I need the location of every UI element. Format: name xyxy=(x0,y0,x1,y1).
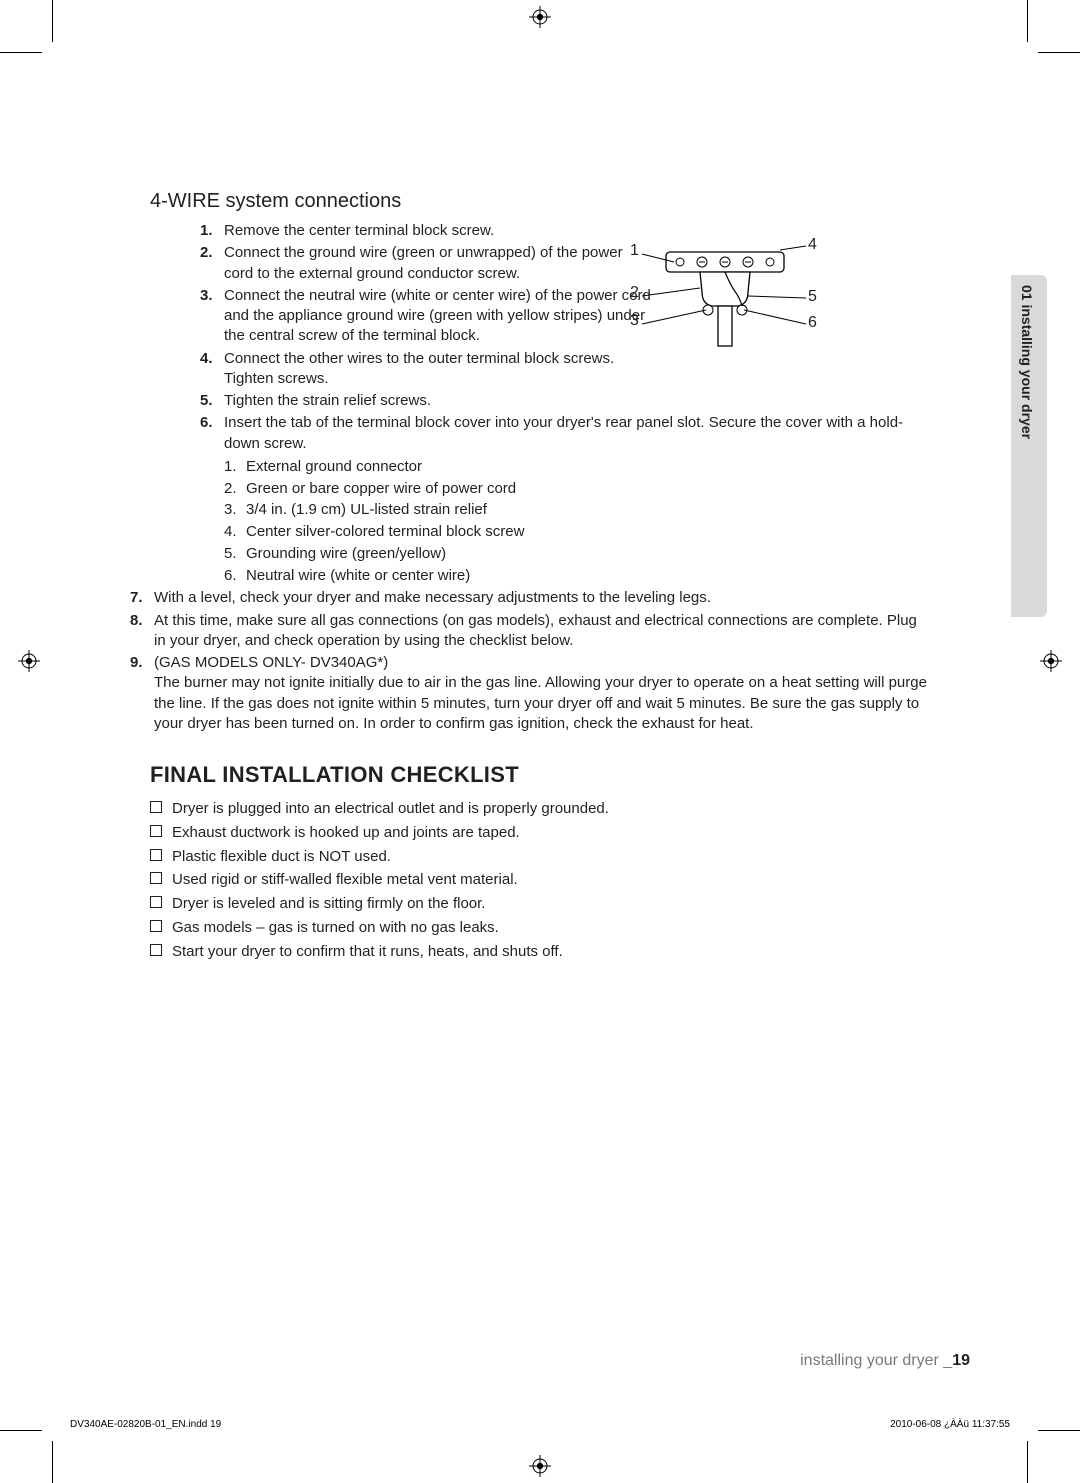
step-item: 5.Tighten the strain relief screws. xyxy=(200,391,930,411)
crop-mark xyxy=(52,1441,53,1483)
legend-item: 6.Neutral wire (white or center wire) xyxy=(224,565,930,587)
checkbox-icon[interactable] xyxy=(150,944,162,956)
checklist-item: Dryer is plugged into an electrical outl… xyxy=(150,798,930,820)
checkbox-icon[interactable] xyxy=(150,801,162,813)
crop-mark xyxy=(0,1430,42,1431)
legend-item: 4.Center silver-colored terminal block s… xyxy=(224,521,930,543)
step-item: 9.(GAS MODELS ONLY- DV340AG*) The burner… xyxy=(130,653,930,734)
footer-label: installing your dryer _ xyxy=(800,1352,952,1369)
registration-mark-icon xyxy=(529,6,551,28)
callout-1: 1 xyxy=(630,242,639,260)
step-item: 1.Remove the center terminal block screw… xyxy=(200,221,930,241)
crop-mark xyxy=(0,52,42,53)
step-item: 4.Connect the other wires to the outer t… xyxy=(200,349,930,390)
callout-5: 5 xyxy=(808,288,817,306)
crop-mark xyxy=(1027,1441,1028,1483)
terminal-block-diagram: 1 2 3 4 5 6 xyxy=(630,240,820,360)
step-item: 6. Insert the tab of the terminal block … xyxy=(200,413,930,586)
page: 01 installing your dryer 4-WIRE system c… xyxy=(70,60,1010,1420)
callout-2: 2 xyxy=(630,284,639,302)
steps-list-1: 1.Remove the center terminal block screw… xyxy=(200,221,930,586)
crop-mark xyxy=(52,0,53,42)
crop-mark xyxy=(1038,1430,1080,1431)
section-tab: 01 installing your dryer xyxy=(1011,275,1047,617)
step-item: 2.Connect the ground wire (green or unwr… xyxy=(200,243,930,284)
checkbox-icon[interactable] xyxy=(150,872,162,884)
indd-filename: DV340AE-02820B-01_EN.indd 19 xyxy=(70,1419,221,1430)
crop-mark xyxy=(1027,0,1028,42)
page-number: 19 xyxy=(952,1352,970,1369)
content-area: 4-WIRE system connections xyxy=(150,190,930,964)
checklist: Dryer is plugged into an electrical outl… xyxy=(150,798,930,962)
checklist-item: Plastic flexible duct is NOT used. xyxy=(150,846,930,868)
footer: installing your dryer _19 xyxy=(800,1352,970,1370)
step-item: 3.Connect the neutral wire (white or cen… xyxy=(200,286,930,347)
checkbox-icon[interactable] xyxy=(150,920,162,932)
timestamp: 2010-06-08 ¿ÀÀü 11:37:55 xyxy=(890,1419,1010,1430)
legend-item: 3.3/4 in. (1.9 cm) UL-listed strain reli… xyxy=(224,499,930,521)
callout-4: 4 xyxy=(808,236,817,254)
checkbox-icon[interactable] xyxy=(150,825,162,837)
step-6-text: Insert the tab of the terminal block cov… xyxy=(224,414,903,451)
steps-list-2: 7.With a level, check your dryer and mak… xyxy=(130,588,930,734)
checkbox-icon[interactable] xyxy=(150,849,162,861)
checklist-item: Exhaust ductwork is hooked up and joints… xyxy=(150,822,930,844)
callout-6: 6 xyxy=(808,314,817,332)
checklist-item: Dryer is leveled and is sitting firmly o… xyxy=(150,893,930,915)
checklist-item: Start your dryer to confirm that it runs… xyxy=(150,941,930,963)
legend-item: 2.Green or bare copper wire of power cor… xyxy=(224,478,930,500)
registration-mark-icon xyxy=(1040,650,1062,672)
registration-mark-icon xyxy=(18,650,40,672)
checklist-title: FINAL INSTALLATION CHECKLIST xyxy=(150,762,930,788)
legend-item: 1.External ground connector xyxy=(224,456,930,478)
crop-mark xyxy=(1038,52,1080,53)
checklist-item: Gas models – gas is turned on with no ga… xyxy=(150,917,930,939)
step-item: 8.At this time, make sure all gas connec… xyxy=(130,611,930,652)
step-item: 7.With a level, check your dryer and mak… xyxy=(130,588,930,608)
checkbox-icon[interactable] xyxy=(150,896,162,908)
callout-3: 3 xyxy=(630,312,639,330)
legend-list: 1.External ground connector 2.Green or b… xyxy=(224,456,930,587)
checklist-item: Used rigid or stiff-walled flexible meta… xyxy=(150,869,930,891)
subheading: 4-WIRE system connections xyxy=(150,190,930,213)
legend-item: 5.Grounding wire (green/yellow) xyxy=(224,543,930,565)
registration-mark-icon xyxy=(529,1455,551,1477)
section-tab-label: 01 installing your dryer xyxy=(1019,285,1035,439)
